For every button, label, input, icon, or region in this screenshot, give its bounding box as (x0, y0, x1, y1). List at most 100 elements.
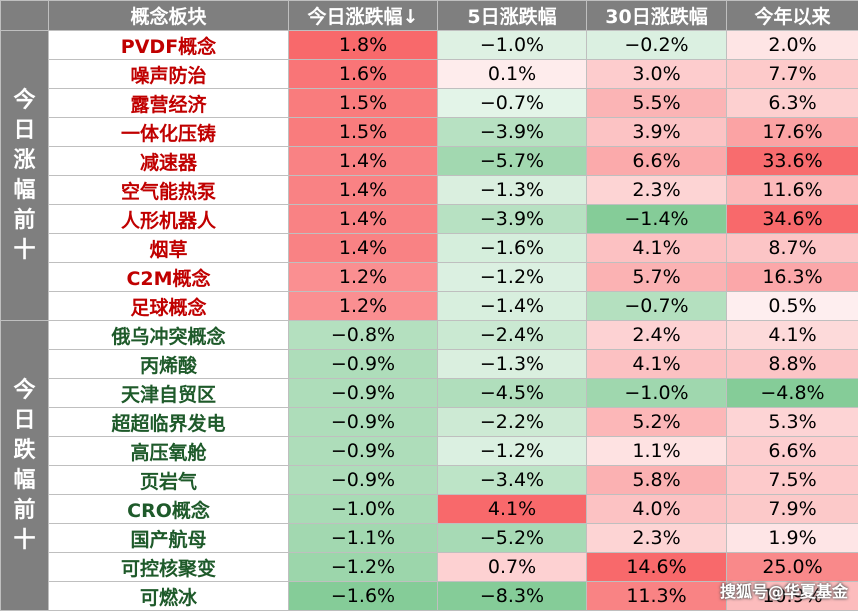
concept-name[interactable]: 减速器 (49, 147, 289, 176)
today-change-cell: −0.9% (289, 466, 438, 495)
today-change-cell: 1.2% (289, 263, 438, 292)
ytd-change-cell: 1.9% (727, 524, 858, 553)
concept-name[interactable]: 一体化压铸 (49, 118, 289, 147)
concept-name[interactable]: 烟草 (49, 234, 289, 263)
5day-change-cell: −4.5% (438, 379, 587, 408)
group-label-char: 前 (1, 206, 48, 236)
5day-change-cell: −1.2% (438, 263, 587, 292)
table-row[interactable]: CRO概念−1.0%4.1%4.0%7.9% (1, 495, 858, 524)
ytd-change-cell: 34.6% (727, 205, 858, 234)
5day-change-cell: −2.2% (438, 408, 587, 437)
30day-change-cell: 4.1% (587, 234, 727, 263)
concept-name[interactable]: 超超临界发电 (49, 408, 289, 437)
concept-name[interactable]: 人形机器人 (49, 205, 289, 234)
ytd-change-cell: 7.5% (727, 466, 858, 495)
concept-name[interactable]: C2M概念 (49, 263, 289, 292)
today-change-cell: −0.9% (289, 350, 438, 379)
group-label-top-gainers: 今日涨幅前十 (1, 31, 49, 321)
30day-change-cell: 11.3% (587, 582, 727, 611)
5day-change-cell: −2.4% (438, 321, 587, 350)
today-change-cell: −1.6% (289, 582, 438, 611)
5day-change-cell: −1.6% (438, 234, 587, 263)
concept-name[interactable]: 空气能热泵 (49, 176, 289, 205)
header-today-change[interactable]: 今日涨跌幅↓ (289, 1, 438, 31)
group-label-char: 今 (1, 86, 48, 116)
5day-change-cell: −3.4% (438, 466, 587, 495)
table-row[interactable]: 页岩气−0.9%−3.4%5.8%7.5% (1, 466, 858, 495)
table-row[interactable]: 可控核聚变−1.2%0.7%14.6%25.0% (1, 553, 858, 582)
header-concept[interactable]: 概念板块 (49, 1, 289, 31)
concept-name[interactable]: 天津自贸区 (49, 379, 289, 408)
5day-change-cell: 4.1% (438, 495, 587, 524)
5day-change-cell: −3.9% (438, 205, 587, 234)
group-label-char: 幅 (1, 466, 48, 496)
ytd-change-cell: 33.6% (727, 147, 858, 176)
30day-change-cell: −1.4% (587, 205, 727, 234)
5day-change-cell: −3.9% (438, 118, 587, 147)
concept-name[interactable]: 国产航母 (49, 524, 289, 553)
30day-change-cell: 2.3% (587, 524, 727, 553)
5day-change-cell: −8.3% (438, 582, 587, 611)
table-row[interactable]: 今日跌幅前十俄乌冲突概念−0.8%−2.4%2.4%4.1% (1, 321, 858, 350)
ytd-change-cell: 4.1% (727, 321, 858, 350)
table-row[interactable]: 可燃冰−1.6%−8.3%11.3%10.9% (1, 582, 858, 611)
30day-change-cell: 5.5% (587, 89, 727, 118)
ytd-change-cell: 11.6% (727, 176, 858, 205)
today-change-cell: 1.4% (289, 176, 438, 205)
table-row[interactable]: 高压氧舱−0.9%−1.2%1.1%6.6% (1, 437, 858, 466)
concept-name[interactable]: 足球概念 (49, 292, 289, 321)
ytd-change-cell: 2.0% (727, 31, 858, 60)
header-row: 概念板块 今日涨跌幅↓ 5日涨跌幅 30日涨跌幅 今年以来 (1, 1, 858, 31)
5day-change-cell: −1.3% (438, 176, 587, 205)
30day-change-cell: 1.1% (587, 437, 727, 466)
group-label-char: 今 (1, 376, 48, 406)
group-label-char: 跌 (1, 436, 48, 466)
concept-name[interactable]: 页岩气 (49, 466, 289, 495)
5day-change-cell: −1.3% (438, 350, 587, 379)
today-change-cell: −0.8% (289, 321, 438, 350)
ytd-change-cell: 17.6% (727, 118, 858, 147)
concept-name[interactable]: 噪声防治 (49, 60, 289, 89)
concept-name[interactable]: 高压氧舱 (49, 437, 289, 466)
table-row[interactable]: 丙烯酸−0.9%−1.3%4.1%8.8% (1, 350, 858, 379)
concept-name[interactable]: 可控核聚变 (49, 553, 289, 582)
ytd-change-cell: 7.9% (727, 495, 858, 524)
concept-name[interactable]: CRO概念 (49, 495, 289, 524)
group-label-char: 十 (1, 526, 48, 556)
header-5day-change[interactable]: 5日涨跌幅 (438, 1, 587, 31)
concept-name[interactable]: 丙烯酸 (49, 350, 289, 379)
group-label-char: 涨 (1, 146, 48, 176)
group-label-char: 日 (1, 116, 48, 146)
header-30day-change[interactable]: 30日涨跌幅 (587, 1, 727, 31)
concept-name[interactable]: 可燃冰 (49, 582, 289, 611)
ytd-change-cell: 7.7% (727, 60, 858, 89)
group-label-char: 前 (1, 496, 48, 526)
30day-change-cell: 4.1% (587, 350, 727, 379)
ytd-change-cell: 16.3% (727, 263, 858, 292)
table-row[interactable]: 国产航母−1.1%−5.2%2.3%1.9% (1, 524, 858, 553)
header-ytd-change[interactable]: 今年以来 (727, 1, 858, 31)
corner-cell (1, 1, 49, 31)
today-change-cell: 1.4% (289, 205, 438, 234)
5day-change-cell: −1.0% (438, 31, 587, 60)
5day-change-cell: −1.4% (438, 292, 587, 321)
today-change-cell: −1.1% (289, 524, 438, 553)
concept-name[interactable]: 露营经济 (49, 89, 289, 118)
5day-change-cell: −5.7% (438, 147, 587, 176)
concept-name[interactable]: 俄乌冲突概念 (49, 321, 289, 350)
table-row[interactable]: 超超临界发电−0.9%−2.2%5.2%5.3% (1, 408, 858, 437)
group-label-char: 日 (1, 406, 48, 436)
ytd-change-cell: 6.3% (727, 89, 858, 118)
table-row[interactable]: 天津自贸区−0.9%−4.5%−1.0%−4.8% (1, 379, 858, 408)
concept-name[interactable]: PVDF概念 (49, 31, 289, 60)
